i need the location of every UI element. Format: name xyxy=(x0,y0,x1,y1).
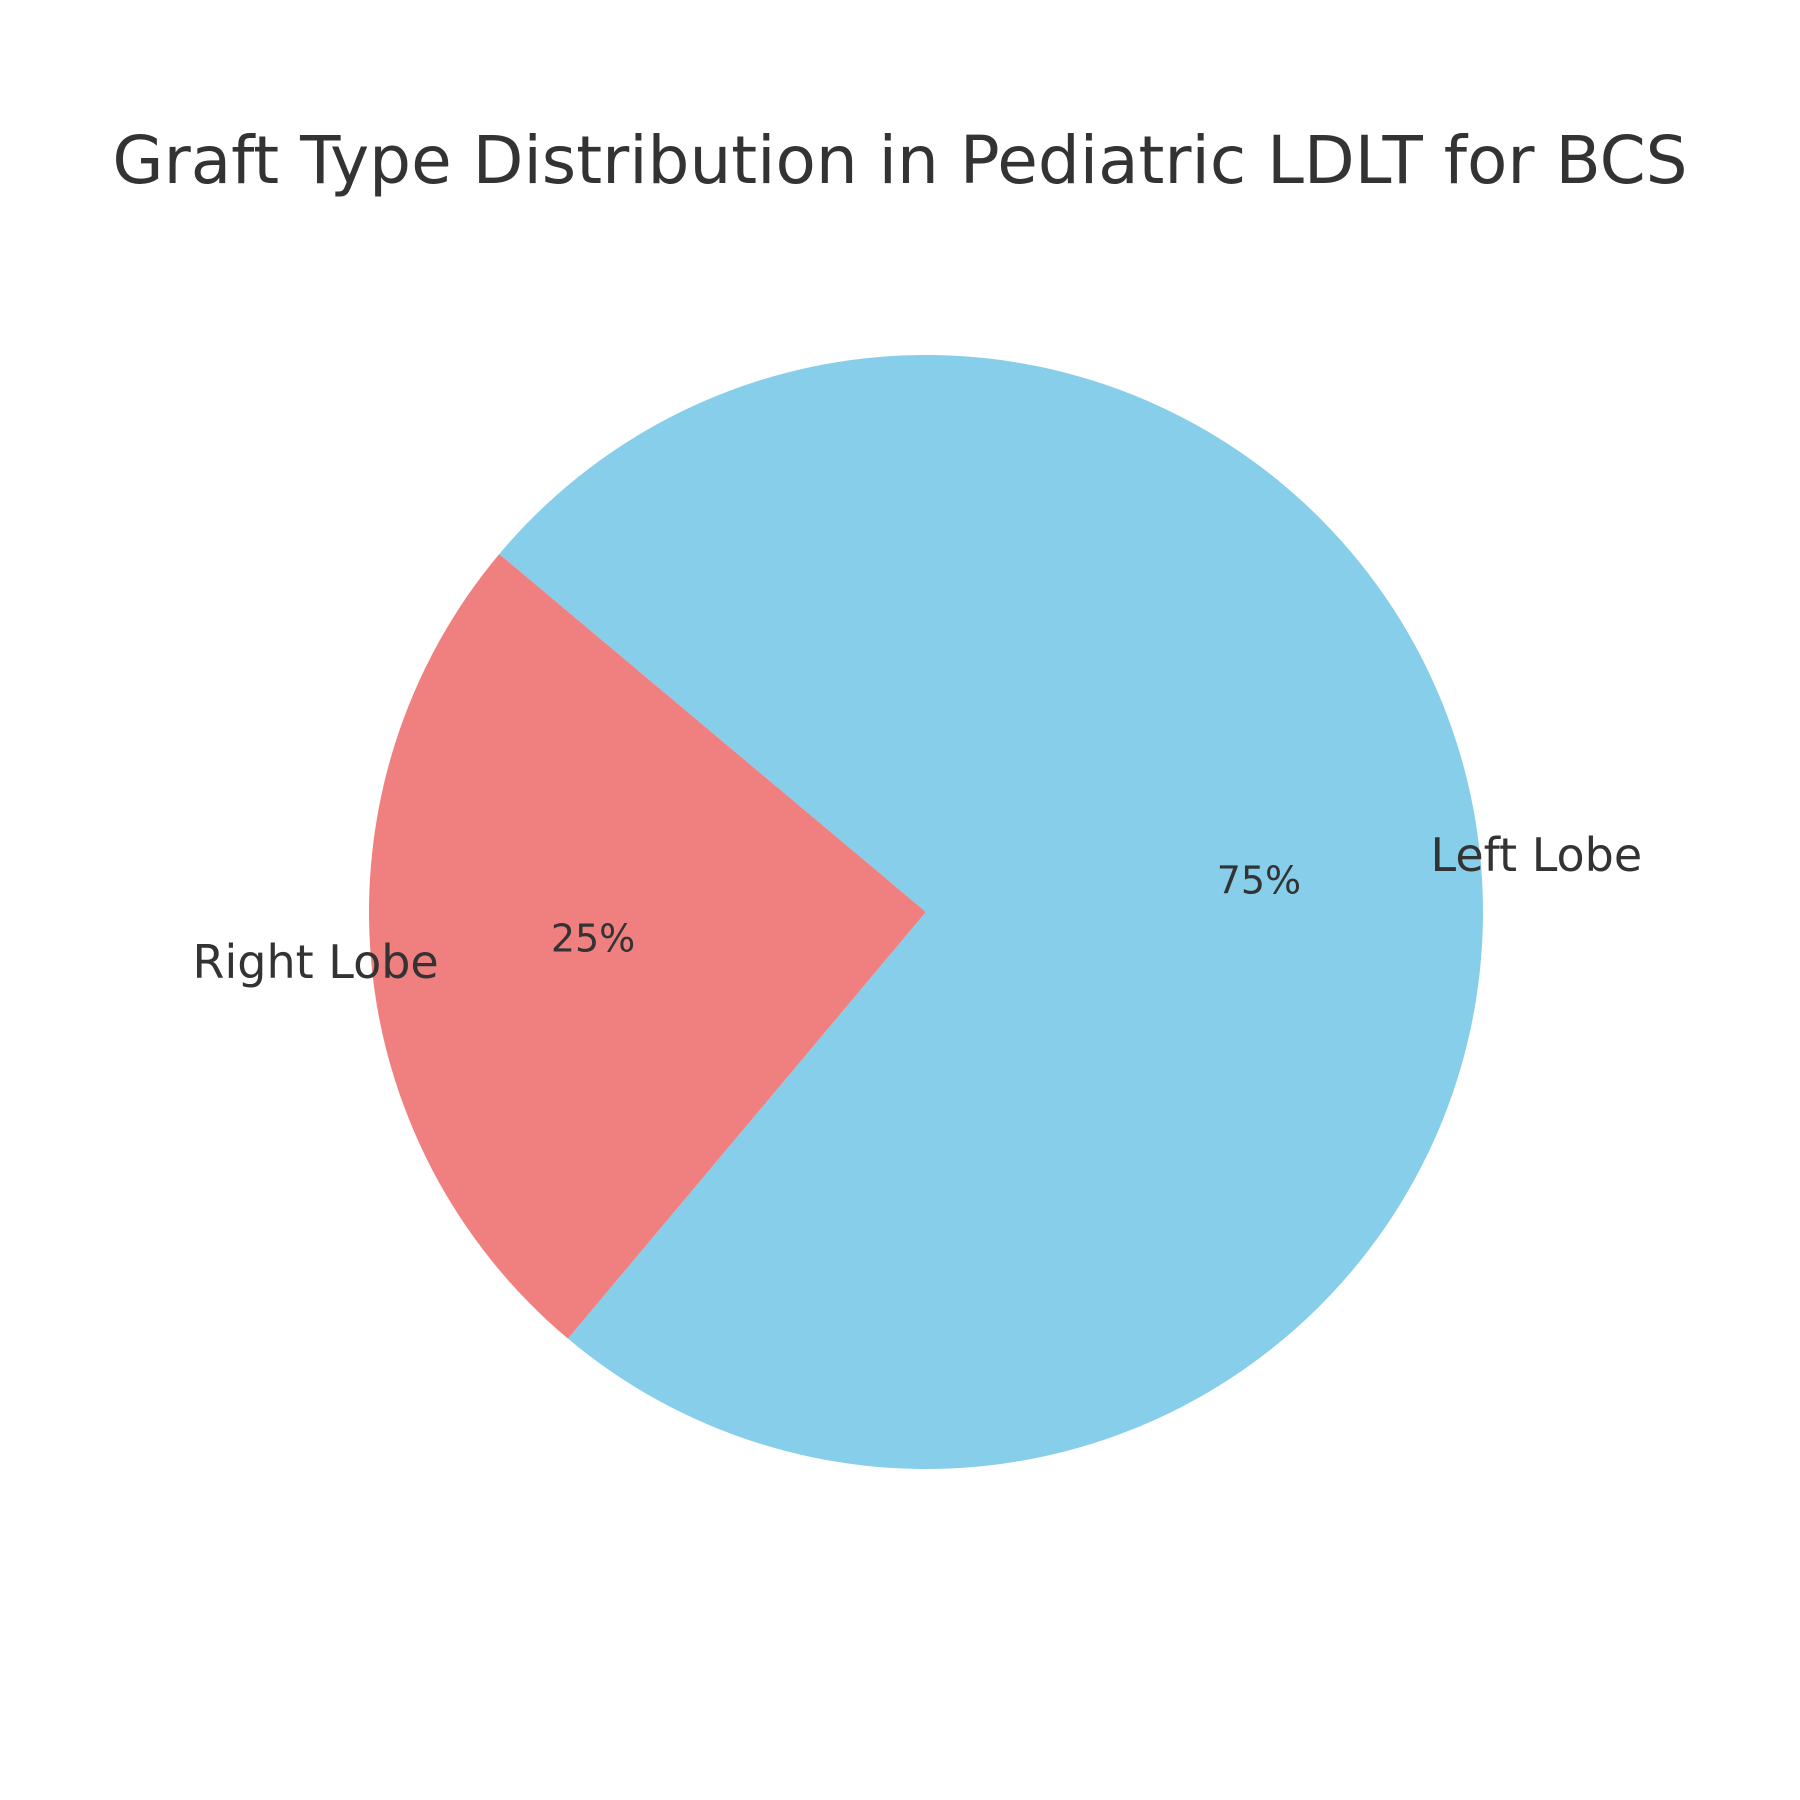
pie-slices xyxy=(369,355,1483,1470)
chart-title: Graft Type Distribution in Pediatric LDL… xyxy=(112,122,1688,199)
percent-label-left-lobe: 75% xyxy=(1217,858,1301,902)
percent-label-right-lobe: 25% xyxy=(551,917,635,961)
pie-slice-left-lobe xyxy=(499,355,1483,1470)
pie-slice-right-lobe xyxy=(369,553,926,1339)
slice-label-right-lobe: Right Lobe xyxy=(193,935,439,989)
slice-label-left-lobe: Left Lobe xyxy=(1431,828,1643,882)
pie-labels: Right Lobe 25% Left Lobe 75% xyxy=(193,828,1643,989)
